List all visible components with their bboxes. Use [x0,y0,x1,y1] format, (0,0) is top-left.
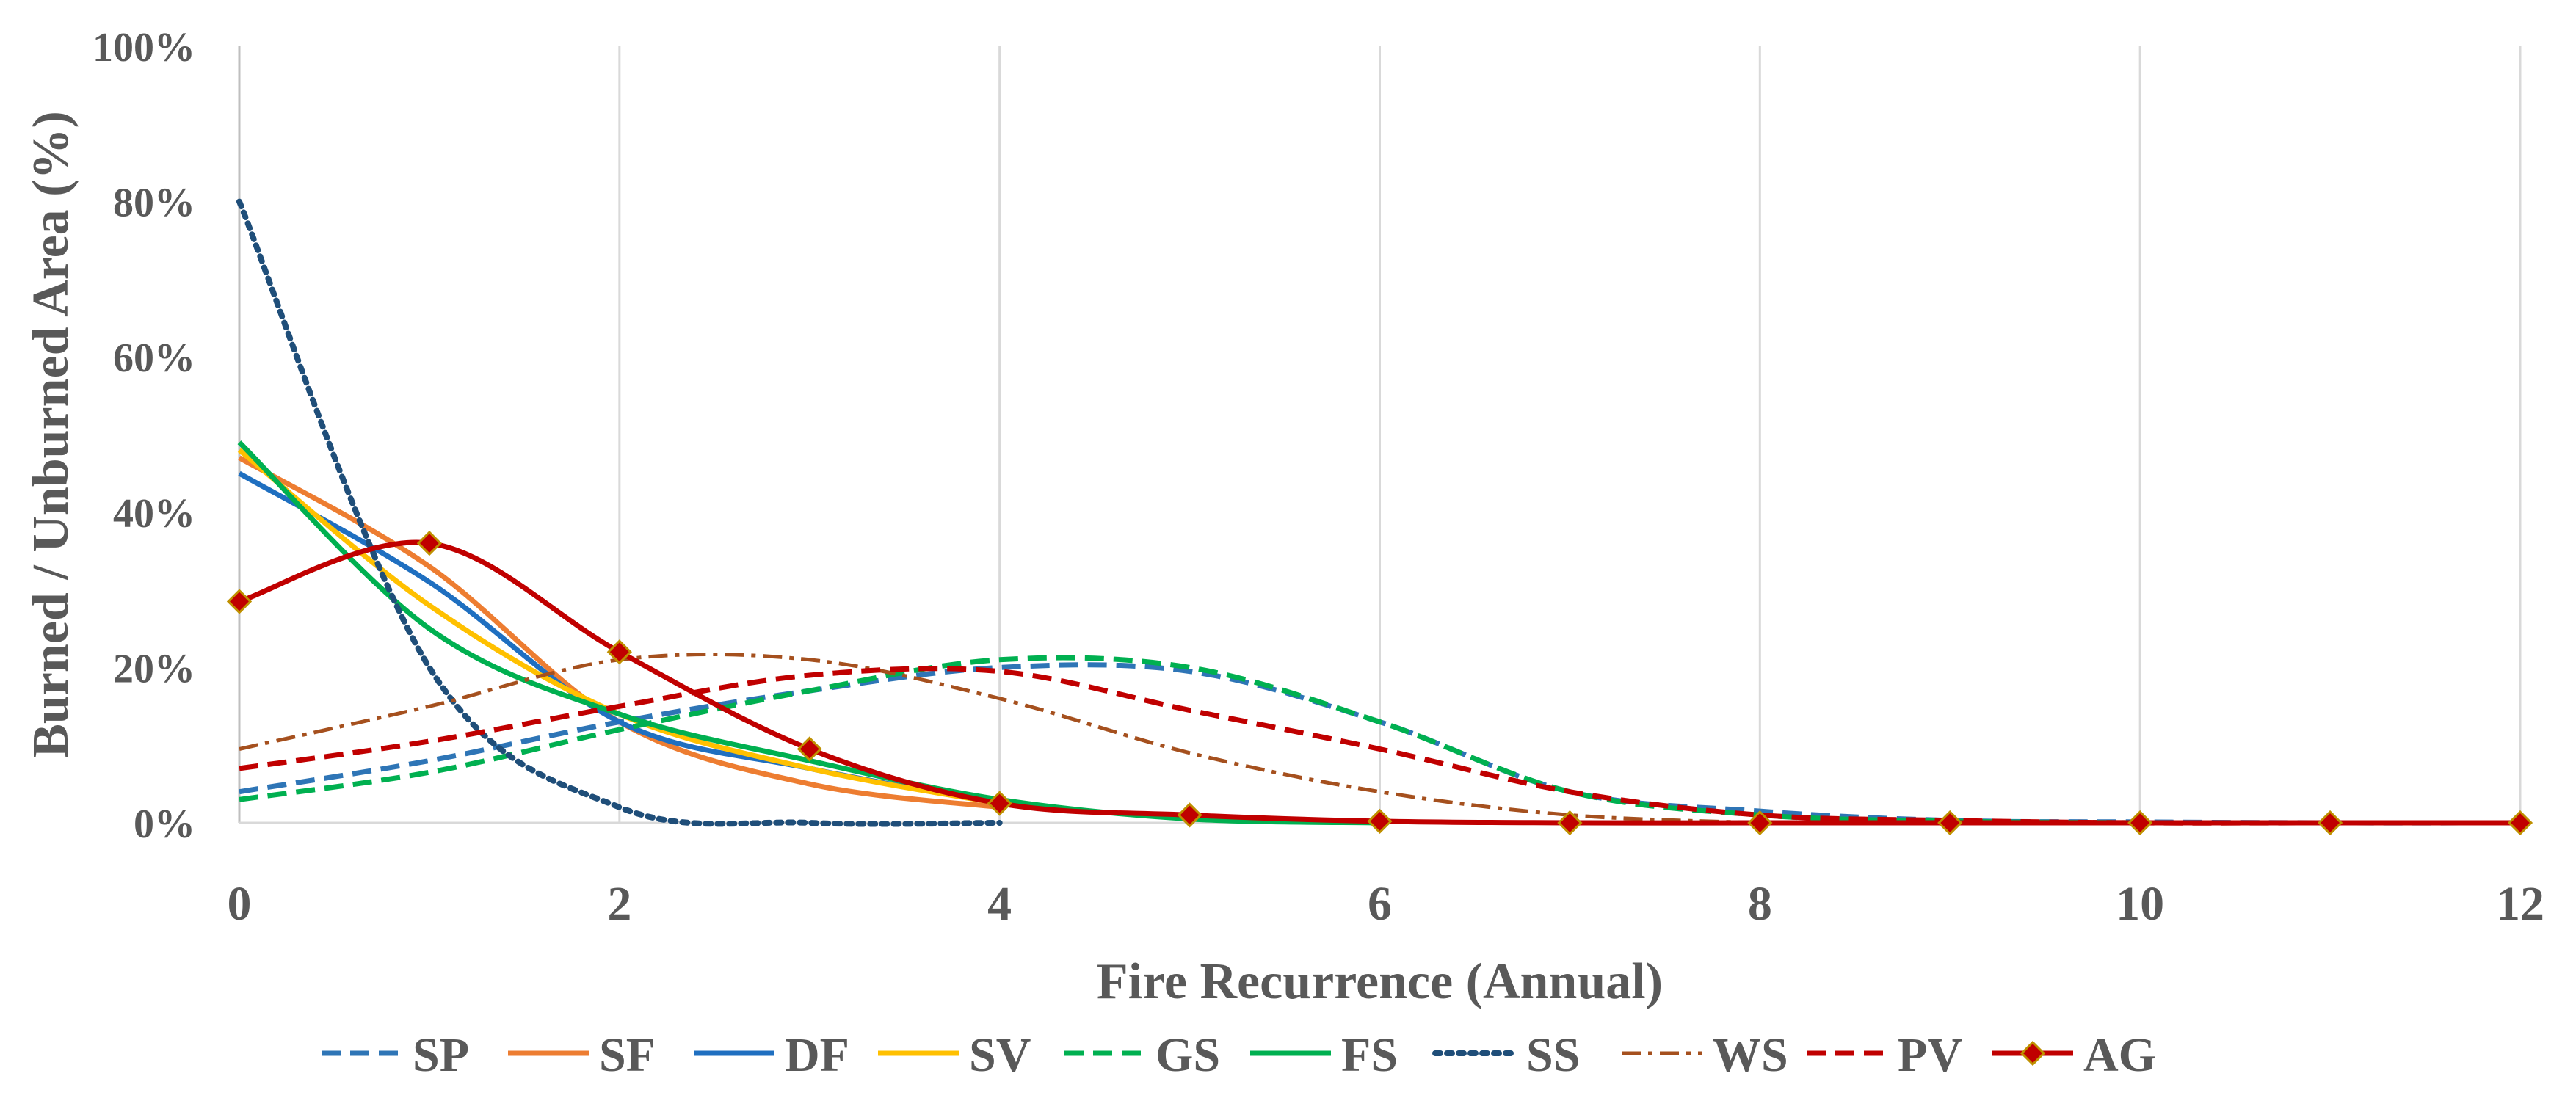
data-point-ag-2 [606,639,632,665]
series-ws [239,653,1760,825]
legend-label-sv: SV [969,1028,1031,1082]
data-point-ag-5 [1177,802,1202,828]
y-tick-label: 60% [113,335,195,381]
x-tick-label: 8 [1748,877,1772,931]
y-tick-label: 100% [92,25,195,70]
data-point-ag-3 [797,736,822,762]
legend-item-sp: SP [322,1028,469,1082]
legend-item-ag: AG [1992,1028,2156,1082]
series-line-ws [239,653,1760,825]
legend-label-ss: SS [1526,1028,1580,1082]
y-axis-title: Burned / Unburned Area (%) [23,111,79,758]
legend-item-df: DF [694,1028,849,1082]
legend-item-ws: WS [1622,1028,1788,1082]
legend-label-df: DF [785,1028,849,1082]
legend-label-sp: SP [413,1028,469,1082]
legend-item-pv: PV [1807,1028,1962,1082]
y-tick-label: 40% [113,491,195,537]
legend-item-sf: SF [508,1028,656,1082]
x-tick-label: 2 [607,877,631,931]
y-axis-ticks: 0% 20% 40% 60% 80% 100% [92,25,195,847]
data-point-ag-12 [2507,810,2533,836]
y-tick-label: 20% [113,646,195,691]
x-tick-label: 12 [2496,877,2544,931]
legend-label-ws: WS [1713,1028,1788,1082]
legend-label-fs: FS [1341,1028,1398,1082]
data-point-ag-1 [416,530,443,556]
legend-item-sv: SV [878,1028,1031,1082]
series-ss [236,198,1003,827]
legend: SP SF DF SV GS FS SS WS PV AG [322,1028,2156,1082]
series-line-ss [236,198,1003,827]
x-tick-label: 10 [2116,877,2164,931]
legend-item-ss: SS [1432,1028,1580,1082]
x-tick-label: 6 [1368,877,1392,931]
series-line-gs [239,655,2141,826]
data-point-ag-8 [1747,810,1773,836]
legend-label-ag: AG [2083,1028,2156,1082]
legend-label-sf: SF [599,1028,656,1082]
data-point-ag-0 [226,589,253,614]
data-point-ag-9 [1937,810,1963,836]
legend-label-gs: GS [1155,1028,1220,1082]
data-point-ag-11 [2317,810,2343,836]
legend-marker-ag [2020,1040,2046,1066]
y-tick-label: 0% [134,802,195,847]
data-point-ag-7 [1557,810,1583,836]
series-gs [239,655,2141,826]
legend-label-pv: PV [1898,1028,1962,1082]
data-point-ag-4 [987,791,1012,816]
x-axis-title: Fire Recurrence (Annual) [1097,953,1663,1010]
data-point-ag-6 [1367,808,1393,835]
series-ag [226,530,2533,836]
x-axis-ticks: 0 2 4 6 8 10 12 [228,877,2545,931]
data-point-ag-10 [2127,810,2153,836]
x-tick-label: 4 [987,877,1012,931]
y-tick-label: 80% [113,181,195,226]
gridlines [238,46,2522,824]
x-tick-label: 0 [228,877,252,931]
plot-series [226,198,2533,836]
legend-item-fs: FS [1250,1028,1398,1082]
legend-item-gs: GS [1064,1028,1220,1082]
